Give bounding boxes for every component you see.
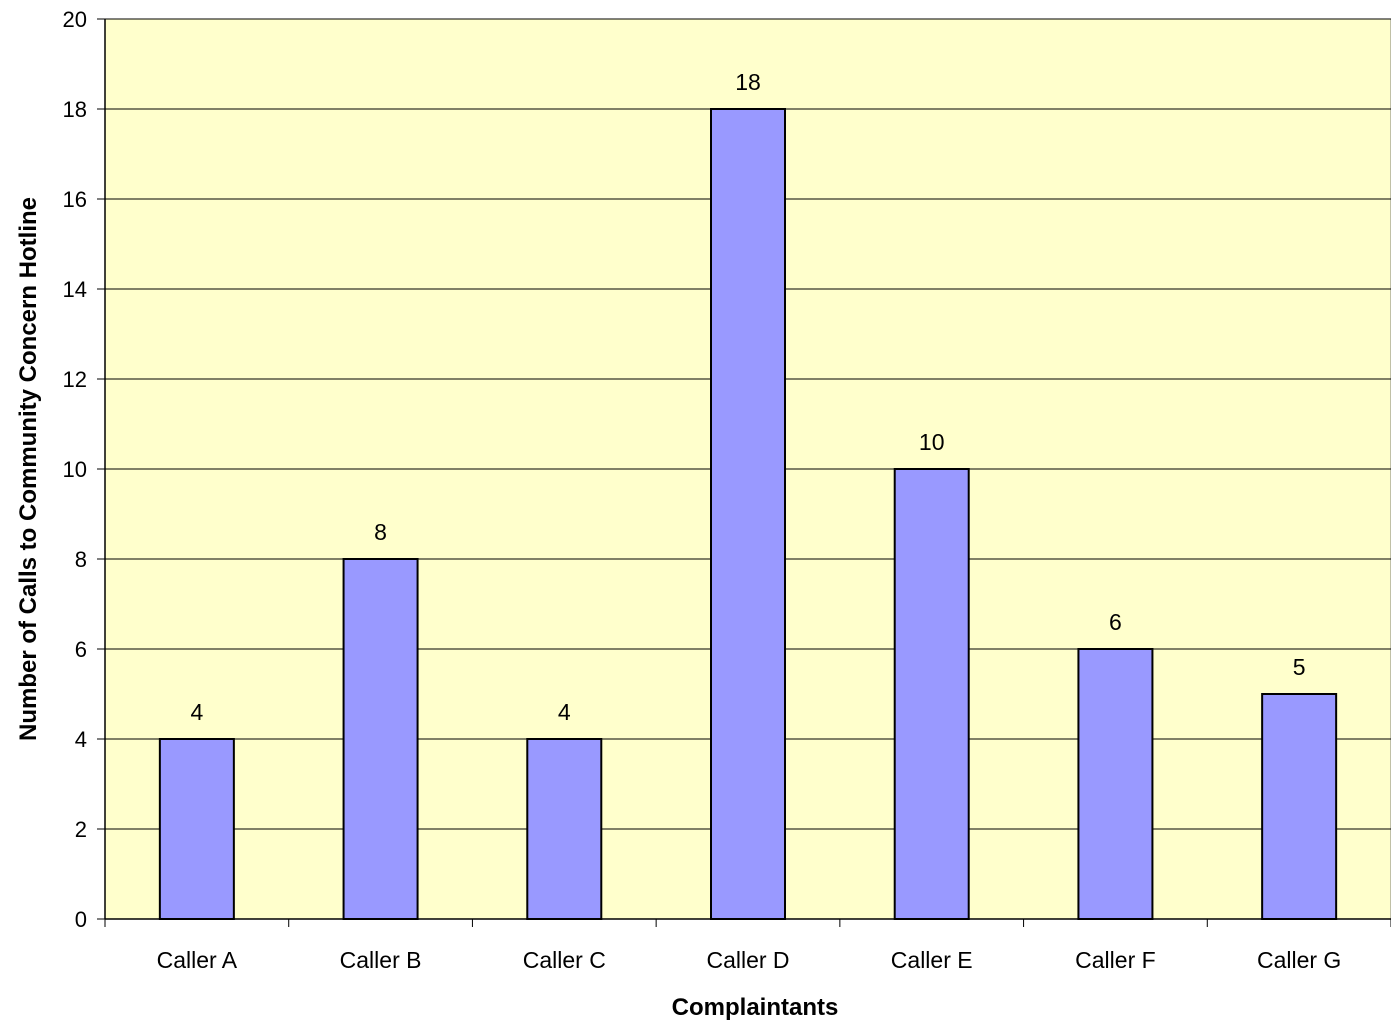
y-tick-label: 14 (63, 277, 87, 302)
data-label: 4 (190, 699, 203, 725)
bar-caller-g (1261, 693, 1338, 920)
axes (97, 18, 1391, 927)
y-tick-label: 0 (75, 907, 87, 932)
y-tick-label: 6 (75, 637, 87, 662)
bars (158, 108, 1338, 920)
x-tick-label: Caller D (706, 947, 789, 973)
x-tick-label: Caller B (340, 947, 422, 973)
y-tick-label: 2 (75, 817, 87, 842)
x-tick-label: Caller F (1075, 947, 1156, 973)
data-label: 18 (735, 69, 761, 95)
y-tick-label: 16 (63, 187, 87, 212)
bar-caller-a (158, 738, 235, 920)
y-axis-title: Number of Calls to Community Concern Hot… (15, 197, 42, 741)
x-tick-label: Caller C (523, 947, 606, 973)
y-tick-label: 10 (63, 457, 87, 482)
data-label: 10 (919, 429, 945, 455)
data-label: 4 (558, 699, 571, 725)
x-tick-label: Caller A (157, 947, 238, 973)
y-tick-label: 4 (75, 727, 87, 752)
labels: 0 2 4 6 8 10 12 14 16 18 20 4 Caller A 8 Caller B 4 Call… (63, 7, 1342, 973)
x-tick-label: Caller G (1257, 947, 1341, 973)
data-label: 6 (1109, 609, 1122, 635)
bar-caller-d (710, 108, 786, 920)
y-tick-label: 8 (75, 547, 87, 572)
bar-caller-f (1077, 648, 1154, 920)
bar-caller-b (342, 558, 419, 920)
y-tick-label: 18 (63, 97, 87, 122)
data-label: 5 (1293, 654, 1306, 680)
data-label: 8 (374, 519, 387, 545)
y-tick-label: 12 (63, 367, 87, 392)
bar-caller-c (526, 738, 603, 920)
bar-caller-e (893, 468, 970, 920)
x-tick-label: Caller E (891, 947, 973, 973)
y-tick-label: 20 (63, 7, 87, 32)
x-axis-title: Complaintants (672, 994, 839, 1021)
